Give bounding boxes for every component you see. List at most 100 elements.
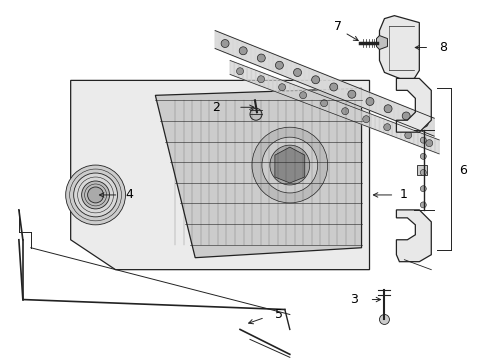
Polygon shape (362, 90, 366, 109)
Polygon shape (344, 82, 348, 102)
Polygon shape (302, 88, 306, 104)
Circle shape (420, 153, 426, 159)
Polygon shape (408, 129, 413, 144)
Polygon shape (319, 95, 324, 110)
Polygon shape (380, 97, 384, 117)
Polygon shape (313, 70, 317, 90)
Polygon shape (370, 114, 374, 130)
Circle shape (420, 170, 426, 176)
Polygon shape (366, 91, 371, 111)
Circle shape (420, 186, 426, 192)
Polygon shape (243, 65, 246, 81)
Circle shape (379, 315, 388, 324)
Circle shape (269, 145, 309, 185)
Polygon shape (300, 64, 304, 84)
Text: 8: 8 (438, 41, 447, 54)
Circle shape (311, 76, 319, 84)
Polygon shape (336, 101, 340, 117)
Polygon shape (379, 15, 419, 80)
Polygon shape (358, 88, 362, 108)
Polygon shape (237, 40, 242, 59)
Polygon shape (264, 73, 268, 89)
Polygon shape (374, 116, 379, 131)
Polygon shape (264, 50, 268, 70)
Polygon shape (417, 132, 421, 147)
Polygon shape (255, 47, 259, 66)
Polygon shape (429, 116, 433, 136)
Polygon shape (255, 70, 260, 86)
Polygon shape (404, 127, 408, 143)
Circle shape (404, 132, 411, 139)
Circle shape (365, 98, 373, 105)
Circle shape (383, 124, 390, 131)
Polygon shape (396, 210, 430, 262)
Polygon shape (317, 72, 322, 91)
Circle shape (262, 137, 317, 193)
Polygon shape (290, 61, 295, 81)
Circle shape (320, 100, 327, 107)
Polygon shape (396, 124, 400, 139)
Polygon shape (353, 86, 358, 106)
Polygon shape (391, 122, 396, 138)
Polygon shape (393, 102, 398, 122)
Circle shape (65, 165, 125, 225)
Circle shape (221, 40, 228, 48)
Polygon shape (289, 83, 293, 99)
Polygon shape (383, 119, 387, 134)
Polygon shape (310, 91, 315, 107)
Circle shape (299, 92, 306, 99)
Circle shape (402, 112, 409, 120)
Polygon shape (376, 36, 386, 50)
Polygon shape (277, 56, 282, 75)
Circle shape (347, 90, 355, 98)
Circle shape (383, 105, 391, 113)
Text: 5: 5 (274, 308, 282, 321)
Polygon shape (332, 99, 336, 115)
Circle shape (74, 173, 117, 217)
Polygon shape (246, 67, 251, 82)
Polygon shape (415, 111, 420, 131)
Polygon shape (293, 85, 298, 100)
Circle shape (275, 61, 283, 69)
Polygon shape (306, 90, 310, 105)
Polygon shape (400, 125, 404, 141)
Polygon shape (251, 68, 255, 84)
Polygon shape (371, 93, 375, 113)
Polygon shape (425, 115, 429, 134)
Polygon shape (402, 106, 407, 125)
Polygon shape (259, 49, 264, 68)
Polygon shape (357, 109, 362, 125)
Polygon shape (224, 34, 228, 54)
Polygon shape (375, 95, 380, 115)
Polygon shape (276, 78, 281, 94)
Polygon shape (353, 108, 357, 123)
Polygon shape (362, 111, 366, 126)
Circle shape (278, 84, 285, 91)
Polygon shape (298, 86, 302, 102)
Polygon shape (348, 84, 353, 104)
Circle shape (257, 76, 264, 83)
Polygon shape (250, 45, 255, 64)
Text: 6: 6 (458, 163, 466, 176)
Polygon shape (420, 113, 425, 132)
Polygon shape (326, 75, 331, 95)
Polygon shape (238, 64, 243, 79)
Circle shape (249, 108, 262, 120)
Circle shape (257, 54, 265, 62)
Polygon shape (413, 130, 417, 146)
Text: 2: 2 (212, 101, 220, 114)
Polygon shape (411, 109, 415, 129)
Polygon shape (345, 104, 349, 120)
Polygon shape (273, 54, 277, 73)
Polygon shape (228, 36, 232, 56)
Polygon shape (282, 57, 286, 77)
Polygon shape (281, 80, 285, 95)
Text: 3: 3 (349, 293, 357, 306)
Circle shape (341, 108, 348, 115)
Polygon shape (155, 88, 361, 258)
Circle shape (420, 202, 426, 208)
Polygon shape (274, 147, 304, 183)
Polygon shape (366, 112, 370, 128)
Polygon shape (335, 79, 340, 99)
Polygon shape (430, 137, 434, 152)
